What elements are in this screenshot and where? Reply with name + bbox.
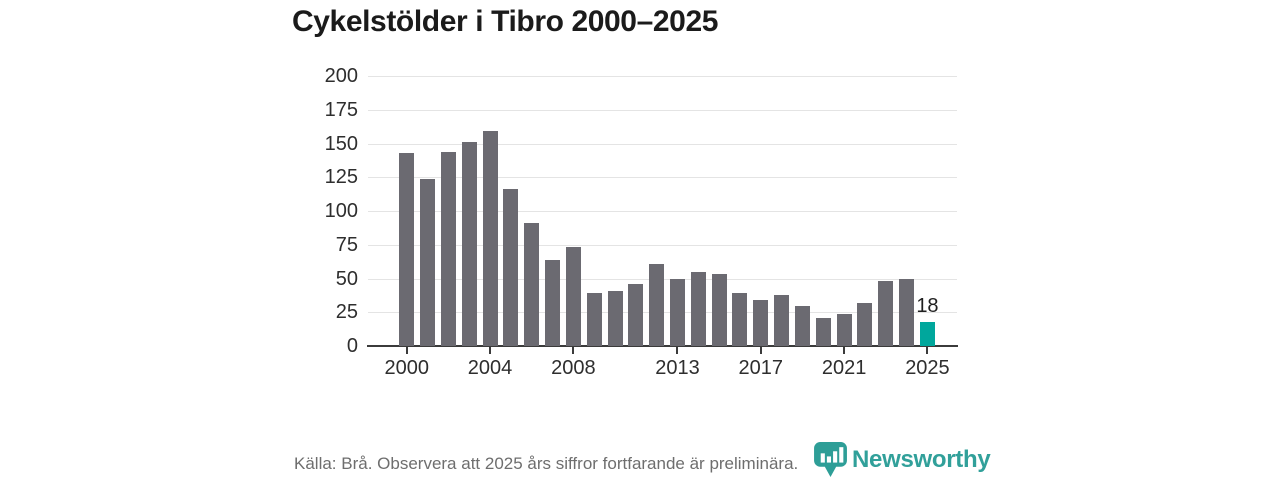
chart-bar bbox=[815, 317, 831, 346]
chart-bar bbox=[732, 293, 748, 346]
gridline bbox=[368, 109, 957, 111]
gridline bbox=[368, 177, 957, 179]
chart-bar bbox=[836, 313, 852, 346]
gridline bbox=[368, 76, 957, 77]
x-axis-tick bbox=[759, 347, 762, 354]
gridline bbox=[368, 143, 957, 145]
x-axis-tick-label: 2000 bbox=[384, 357, 429, 379]
plot-area: 0 25 50 75 100 125 150 175 200 2000 2004 2008 2013 20… bbox=[325, 66, 958, 379]
chart-bar bbox=[545, 259, 560, 346]
x-axis-tick bbox=[926, 347, 929, 354]
chart-bar bbox=[524, 223, 540, 346]
chart-bar bbox=[565, 247, 581, 346]
chart-bar bbox=[669, 278, 685, 346]
chart-bar bbox=[857, 302, 873, 346]
y-axis-tick-label: 50 bbox=[335, 267, 358, 290]
y-axis-tick-label: 0 bbox=[346, 335, 358, 357]
y-axis-tick-label: 125 bbox=[324, 166, 358, 189]
chart-bar bbox=[649, 263, 665, 346]
y-axis-tick-label: 25 bbox=[335, 301, 358, 324]
x-axis-tick bbox=[572, 347, 575, 354]
chart-bar bbox=[711, 274, 727, 346]
chart-bar bbox=[399, 152, 415, 346]
y-axis-tick-label: 175 bbox=[324, 98, 358, 121]
chart-bar bbox=[503, 189, 519, 346]
chart-bar bbox=[586, 293, 602, 346]
x-axis-tick bbox=[676, 347, 679, 354]
newsworthy-logo: Newsworthy bbox=[813, 441, 991, 478]
x-axis-tick-label: 2017 bbox=[738, 357, 784, 379]
newsworthy-logo-text: Newsworthy bbox=[852, 445, 991, 473]
chart-bar bbox=[607, 290, 623, 346]
x-axis-tick-label: 2004 bbox=[467, 357, 513, 379]
chart-bar bbox=[919, 321, 935, 346]
chart-bar bbox=[878, 281, 894, 346]
chart-bar bbox=[461, 142, 477, 346]
y-axis-tick-label: 200 bbox=[324, 65, 358, 87]
gridline bbox=[368, 244, 957, 246]
chart-bar bbox=[899, 278, 915, 346]
bar-value-label: 18 bbox=[916, 294, 939, 317]
chart-bar bbox=[774, 294, 790, 346]
x-axis-line bbox=[367, 345, 958, 347]
chart-bar bbox=[420, 178, 436, 346]
chart-bar bbox=[753, 300, 769, 346]
newsworthy-logo-icon bbox=[814, 442, 847, 477]
y-axis-tick-label: 75 bbox=[335, 233, 358, 256]
chart-bar bbox=[794, 305, 810, 346]
y-axis-tick-label: 100 bbox=[324, 200, 358, 222]
x-axis-tick-label: 2008 bbox=[551, 357, 596, 379]
x-axis-tick-label: 2025 bbox=[905, 357, 950, 379]
chart-title: Cykelstölder i Tibro 2000–2025 bbox=[292, 5, 719, 38]
y-axis-tick-label: 150 bbox=[324, 132, 358, 155]
x-axis-tick bbox=[843, 347, 846, 354]
chart-bar bbox=[628, 283, 644, 346]
x-axis-tick-label: 2013 bbox=[655, 357, 700, 379]
source-note: Källa: Brå. Observera att 2025 års siffr… bbox=[294, 454, 799, 473]
x-axis-tick-label: 2021 bbox=[821, 357, 867, 379]
x-axis-tick bbox=[489, 347, 492, 354]
chart-bar bbox=[482, 131, 498, 346]
chart-bar bbox=[690, 271, 706, 346]
chart-bar bbox=[440, 151, 456, 346]
x-axis-tick bbox=[405, 347, 408, 354]
gridline bbox=[368, 211, 957, 212]
